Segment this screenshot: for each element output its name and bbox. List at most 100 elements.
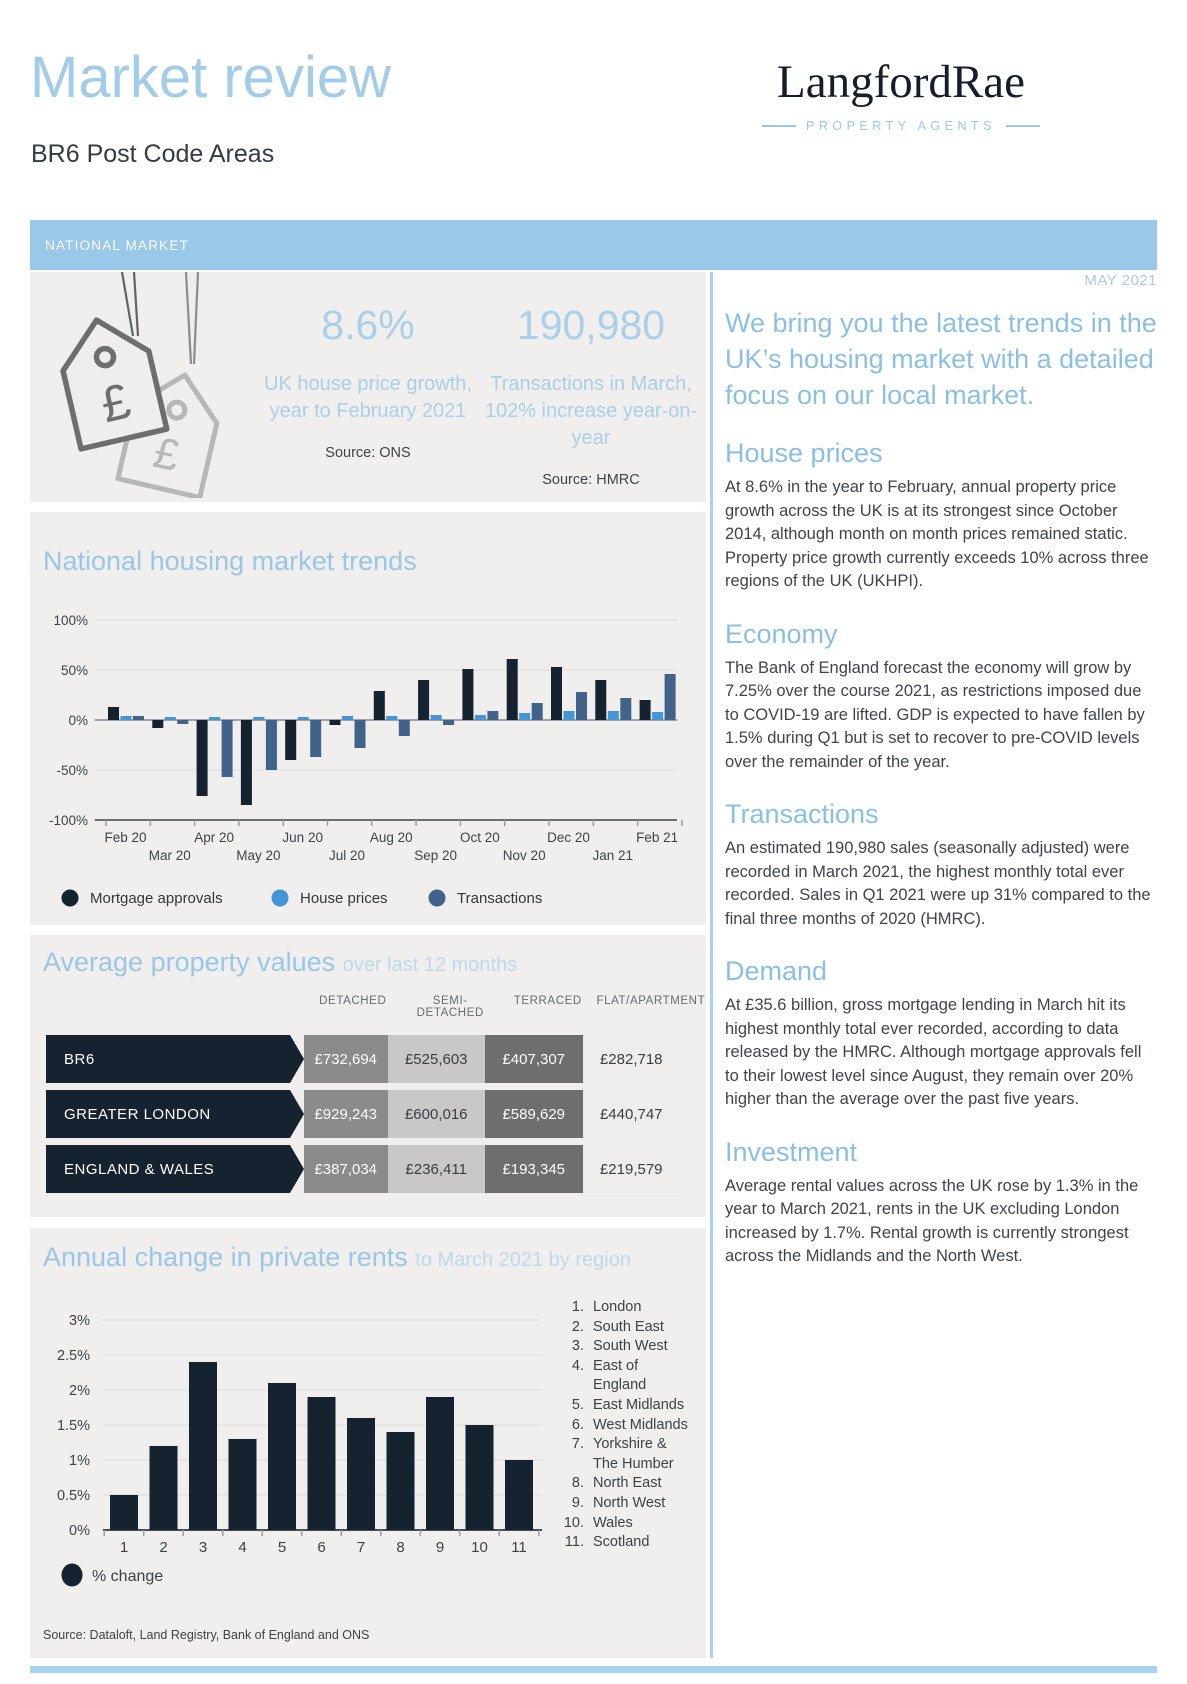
table-row: GREATER LONDON £929,243 £600,016 £589,629 £4… [46, 1090, 680, 1138]
region-list-item: 5. East Midlands [558, 1396, 708, 1416]
logo-dash-right [1006, 125, 1040, 128]
region-label: South East [593, 1318, 664, 1335]
section-banner: NATIONAL MARKET [30, 220, 1157, 270]
region-list-item: 1. London [558, 1298, 708, 1318]
region-list-item: 8. North East [558, 1474, 708, 1494]
region-legend-list: 1. London 2. South East 3. South West 4. East o… [558, 1298, 708, 1553]
region-list-item: 6. West Midlands [558, 1416, 708, 1436]
article-heading: House prices [725, 438, 883, 468]
region-list-item: 3. South West [558, 1337, 708, 1357]
region-list-item: 2. South East [558, 1318, 708, 1338]
section-banner-label: NATIONAL MARKET [45, 237, 190, 253]
region-list-item: 7. Yorkshire & The Humber [558, 1435, 708, 1474]
value-cell: £732,694 [304, 1035, 388, 1083]
svg-text:Nov 20: Nov 20 [503, 848, 546, 863]
svg-text:6: 6 [317, 1539, 325, 1556]
value-cell: £440,747 [582, 1090, 680, 1138]
svg-text:0.5%: 0.5% [57, 1488, 90, 1504]
svg-text:Mortgage approvals: Mortgage approvals [90, 890, 223, 907]
values-column-header: DETACHED [319, 995, 387, 1007]
svg-text:% change: % change [92, 1568, 163, 1585]
svg-text:1: 1 [120, 1539, 128, 1556]
svg-text:100%: 100% [53, 613, 88, 628]
region-number: 7. [571, 1436, 584, 1453]
value-cell: £589,629 [485, 1090, 583, 1138]
row-label: GREATER LONDON [46, 1090, 304, 1138]
article: Transactions An estimated 190,980 sales (… [725, 799, 1157, 931]
trends-chart-panel: National housing market trends 100% 50% 0%… [30, 512, 706, 925]
svg-text:Sep 20: Sep 20 [414, 848, 457, 863]
table-row: BR6 £732,694 £525,603 £407,307 £282,718 [46, 1035, 680, 1083]
table-row: ENGLAND & WALES £387,034 £236,411 £193,345 £… [46, 1145, 680, 1193]
region-label: South West [593, 1338, 668, 1355]
stat-transactions: 190,980 Transactions in March, 102% incr… [478, 302, 704, 488]
region-number: 11. [564, 1534, 584, 1551]
stat-source: Source: HMRC [542, 472, 640, 488]
values-column-header: SEMI-DETACHED [416, 995, 484, 1019]
logo: LangfordRae PROPERTY AGENTS [748, 56, 1054, 133]
stat-caption: Transactions in March, 102% increase yea… [484, 373, 698, 449]
svg-text:2: 2 [159, 1539, 167, 1556]
article-body: At £35.6 billion, gross mortgage lending… [725, 996, 1142, 1108]
svg-text:Feb 21: Feb 21 [636, 830, 678, 845]
property-values-title-text: Average property values [43, 947, 336, 977]
article: House prices At 8.6% in the year to Febru… [725, 438, 1157, 594]
article-heading: Investment [725, 1136, 858, 1167]
svg-text:Mar 20: Mar 20 [149, 848, 191, 863]
value-cell: £219,579 [582, 1145, 680, 1193]
rents-chart-panel: Annual change in private rents to March … [30, 1228, 706, 1658]
svg-text:50%: 50% [61, 663, 88, 678]
logo-name: LangfordRae [777, 56, 1025, 108]
value-cell: £600,016 [387, 1090, 485, 1138]
region-label: North West [593, 1494, 666, 1511]
row-label: ENGLAND & WALES [46, 1145, 304, 1193]
row-label: BR6 [46, 1035, 304, 1083]
svg-text:Feb 20: Feb 20 [104, 830, 146, 845]
stat-value: 190,980 [516, 302, 666, 348]
svg-text:Dec 20: Dec 20 [547, 830, 590, 845]
value-cell: £387,034 [304, 1145, 388, 1193]
svg-text:Apr 20: Apr 20 [194, 830, 234, 845]
price-tag-houses-icon: £ £ [60, 272, 220, 498]
value-cell: £929,243 [304, 1090, 388, 1138]
values-table-body: BR6 £732,694 £525,603 £407,307 £282,718 GREAT… [46, 1035, 680, 1200]
issue-date: MAY 2021 [1084, 272, 1157, 289]
values-column-header: TERRACED [513, 995, 582, 1007]
stat-value: 8.6% [321, 302, 415, 348]
svg-text:Jun 20: Jun 20 [282, 830, 323, 845]
articles: House prices At 8.6% in the year to Febru… [725, 438, 1157, 1269]
article-body: Average rental values across the UK rose… [725, 1176, 1139, 1266]
svg-text:Jan 21: Jan 21 [593, 848, 634, 863]
region-number: 2. [571, 1318, 584, 1335]
region-number: 1. [571, 1299, 584, 1315]
svg-text:7: 7 [357, 1539, 365, 1556]
svg-text:0%: 0% [69, 1523, 90, 1539]
region-label: West Midlands [593, 1416, 688, 1433]
svg-text:10: 10 [471, 1539, 488, 1556]
article: Economy The Bank of England forecast the … [725, 619, 1157, 775]
svg-text:Oct 20: Oct 20 [460, 830, 500, 845]
svg-text:5: 5 [278, 1539, 286, 1556]
value-cell: £193,345 [485, 1145, 583, 1193]
region-label: London [593, 1299, 642, 1315]
right-column: MAY 2021 We bring you the latest trends … [725, 272, 1157, 1269]
logo-dash-left [762, 125, 796, 128]
svg-text:-50%: -50% [56, 763, 88, 778]
svg-text:0%: 0% [68, 713, 88, 728]
rents-chart-title-text: Annual change in private rents [43, 1242, 408, 1272]
svg-text:2.5%: 2.5% [57, 1348, 90, 1364]
article: Demand At £35.6 billion, gross mortgage l… [725, 956, 1157, 1112]
region-number: 6. [571, 1416, 584, 1433]
svg-text:11: 11 [511, 1539, 527, 1556]
values-table-header-row: DETACHED SEMI-DETACHED TERRACED FLAT/APARTM… [304, 995, 704, 1019]
svg-text:8: 8 [396, 1539, 404, 1556]
svg-text:Aug 20: Aug 20 [370, 830, 413, 845]
region-number: 4. [571, 1357, 584, 1374]
svg-text:House prices: House prices [300, 890, 388, 907]
rents-chart-title: Annual change in private rents to March … [43, 1242, 631, 1273]
svg-text:-100%: -100% [49, 813, 88, 828]
value-cell: £282,718 [582, 1035, 680, 1083]
svg-text:1.5%: 1.5% [57, 1418, 90, 1434]
region-number: 10. [563, 1514, 584, 1531]
